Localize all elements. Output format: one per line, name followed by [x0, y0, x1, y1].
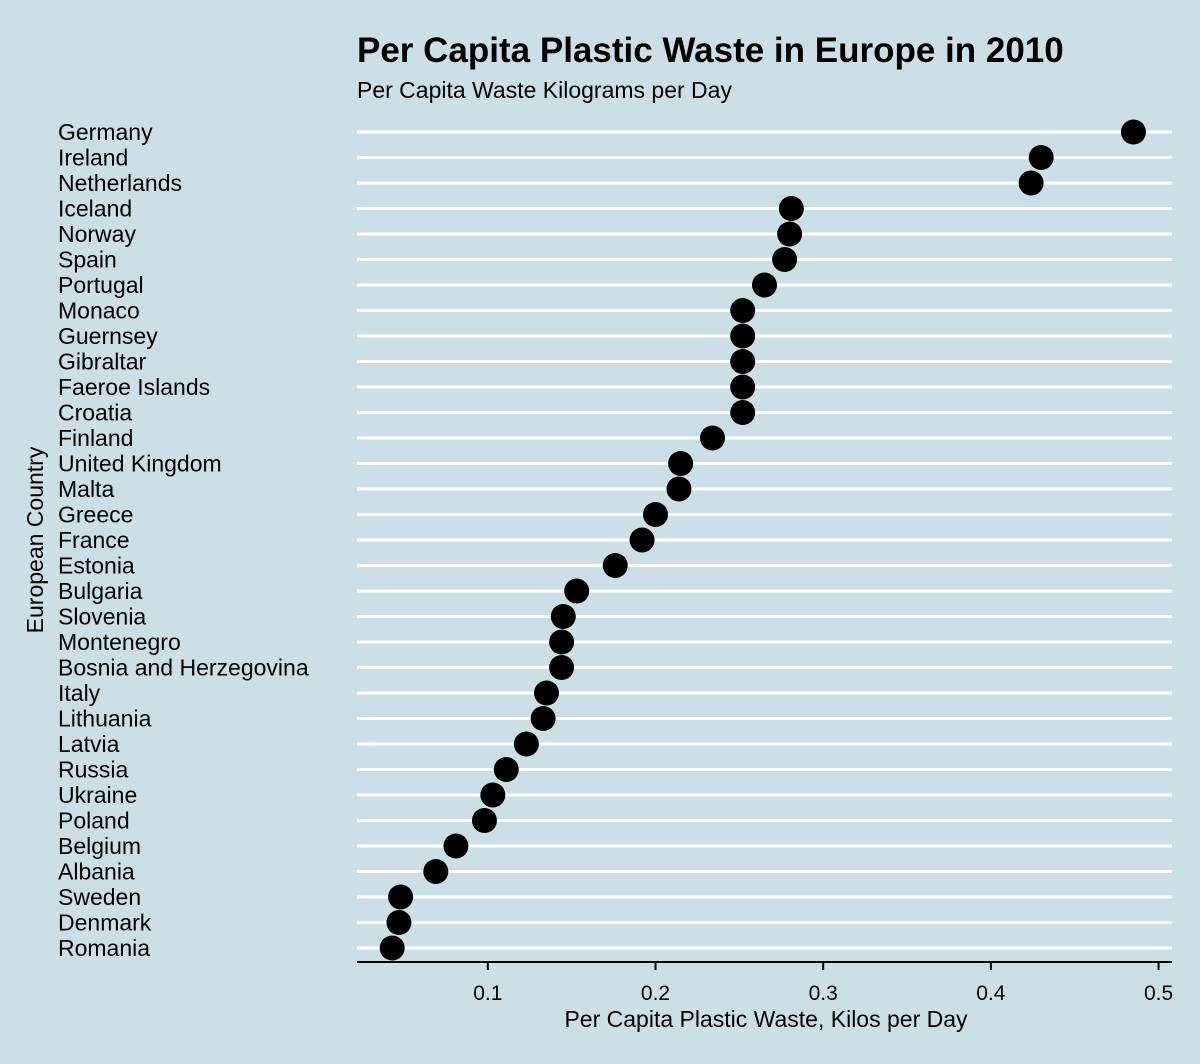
data-point: [493, 757, 519, 782]
data-point: [730, 349, 756, 374]
data-point: [772, 247, 798, 272]
data-point: [752, 272, 777, 298]
data-point: [550, 604, 576, 629]
category-label: Faeroe Islands: [58, 374, 210, 400]
data-point: [471, 808, 497, 833]
data-point: [530, 706, 556, 731]
chart-subtitle: Per Capita Waste Kilograms per Day: [357, 77, 732, 103]
category-label: Poland: [58, 808, 130, 834]
category-label: United Kingdom: [58, 451, 222, 477]
category-label: Lithuania: [58, 706, 152, 732]
category-label: Finland: [58, 425, 133, 451]
x-axis-ticks: 0.1 0.2 0.3 0.4 0.5: [473, 962, 1173, 1005]
x-tick-label: 0.5: [1144, 982, 1173, 1005]
category-label: Malta: [58, 476, 114, 502]
category-label: Portugal: [58, 272, 144, 298]
category-label: Belgium: [58, 833, 141, 859]
category-label: Sweden: [58, 884, 141, 910]
data-point: [388, 884, 414, 910]
data-point: [730, 323, 756, 349]
data-point: [777, 221, 803, 247]
gridlines: [357, 130, 1172, 950]
category-label: Germany: [58, 119, 153, 145]
category-label: Croatia: [58, 400, 132, 426]
category-label: Gibraltar: [58, 349, 147, 375]
category-label: Netherlands: [58, 170, 182, 196]
category-label: Monaco: [58, 298, 140, 324]
data-point: [386, 910, 412, 935]
data-point: [1120, 119, 1146, 145]
data-point: [443, 833, 469, 859]
category-label: Slovenia: [58, 604, 146, 630]
data-point: [666, 476, 692, 502]
category-label: Russia: [58, 757, 129, 783]
data-points: [379, 119, 1146, 961]
data-point: [778, 196, 804, 221]
data-point: [730, 400, 756, 425]
category-label: Denmark: [58, 910, 152, 936]
data-point: [700, 425, 726, 451]
y-axis-label: European Country: [22, 446, 48, 633]
data-point: [602, 553, 628, 578]
category-label: Italy: [58, 680, 101, 706]
data-point: [730, 374, 756, 400]
data-point: [513, 731, 539, 757]
data-point: [423, 859, 449, 884]
data-point: [564, 578, 590, 604]
category-labels: GermanyIrelandNetherlandsIcelandNorwaySp…: [58, 119, 309, 961]
data-point: [533, 680, 559, 706]
x-tick-label: 0.4: [976, 982, 1006, 1005]
data-point: [480, 782, 506, 808]
category-label: Albania: [58, 859, 135, 885]
data-point: [549, 655, 575, 680]
data-point: [1018, 170, 1044, 196]
category-label: Guernsey: [58, 323, 158, 349]
x-tick-label: 0.3: [809, 982, 838, 1005]
category-label: Ireland: [58, 145, 128, 171]
x-axis-label: Per Capita Plastic Waste, Kilos per Day: [564, 1006, 968, 1032]
category-label: Latvia: [58, 731, 120, 757]
category-label: Spain: [58, 247, 117, 273]
category-label: Bulgaria: [58, 578, 143, 604]
x-tick-label: 0.1: [473, 982, 502, 1005]
chart-title: Per Capita Plastic Waste in Europe in 20…: [357, 31, 1064, 70]
data-point: [629, 527, 655, 553]
data-point: [379, 935, 405, 961]
data-point: [1028, 145, 1054, 170]
category-label: Iceland: [58, 196, 132, 222]
x-tick-label: 0.2: [641, 982, 670, 1005]
data-point: [549, 629, 575, 655]
category-label: Ukraine: [58, 782, 137, 808]
category-label: Montenegro: [58, 629, 181, 655]
category-label: France: [58, 527, 130, 553]
category-label: Bosnia and Herzegovina: [58, 655, 309, 681]
category-label: Estonia: [58, 553, 135, 579]
category-label: Romania: [58, 935, 150, 961]
category-label: Norway: [58, 221, 136, 247]
category-label: Greece: [58, 502, 133, 528]
data-point: [730, 298, 756, 323]
data-point: [642, 502, 668, 527]
data-point: [668, 451, 694, 476]
